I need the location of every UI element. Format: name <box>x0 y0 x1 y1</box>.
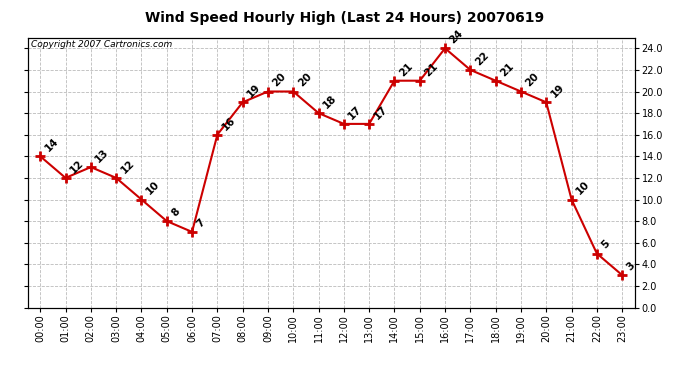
Text: 20: 20 <box>296 71 313 89</box>
Text: 16: 16 <box>220 115 237 132</box>
Text: 10: 10 <box>144 179 161 197</box>
Text: 17: 17 <box>372 104 389 121</box>
Text: Wind Speed Hourly High (Last 24 Hours) 20070619: Wind Speed Hourly High (Last 24 Hours) 2… <box>146 11 544 25</box>
Text: 21: 21 <box>498 61 515 78</box>
Text: 10: 10 <box>574 179 591 197</box>
Text: 21: 21 <box>397 61 415 78</box>
Text: 20: 20 <box>524 71 541 89</box>
Text: 8: 8 <box>170 206 181 218</box>
Text: 12: 12 <box>119 158 136 175</box>
Text: 12: 12 <box>68 158 86 175</box>
Text: 21: 21 <box>422 61 440 78</box>
Text: 7: 7 <box>195 217 207 229</box>
Text: 20: 20 <box>270 71 288 89</box>
Text: 22: 22 <box>473 50 491 67</box>
Text: Copyright 2007 Cartronics.com: Copyright 2007 Cartronics.com <box>30 40 172 49</box>
Text: 5: 5 <box>600 238 612 251</box>
Text: 24: 24 <box>448 28 465 45</box>
Text: 18: 18 <box>322 93 339 110</box>
Text: 3: 3 <box>625 260 637 272</box>
Text: 17: 17 <box>346 104 364 121</box>
Text: 19: 19 <box>246 82 263 99</box>
Text: 19: 19 <box>549 82 566 99</box>
Text: 14: 14 <box>43 136 61 153</box>
Text: 13: 13 <box>94 147 111 164</box>
